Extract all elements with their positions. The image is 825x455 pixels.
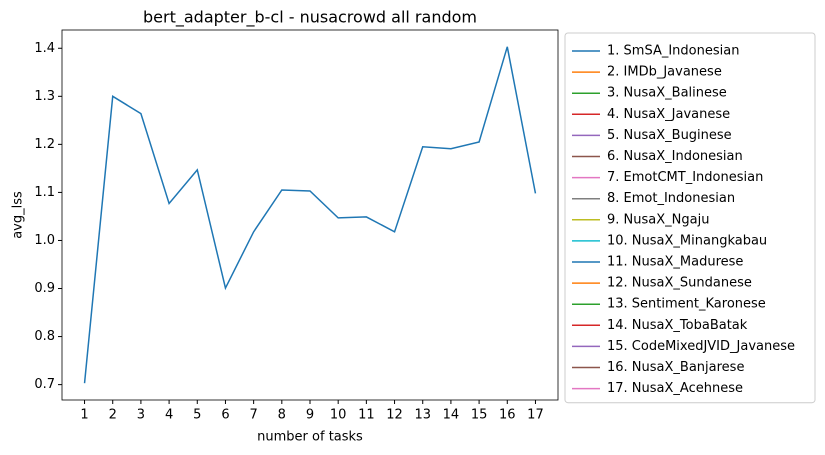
x-tick-label: 13 bbox=[414, 408, 431, 423]
y-tick-label: 1.4 bbox=[34, 41, 55, 56]
x-tick-label: 12 bbox=[386, 408, 403, 423]
legend-label: 10. NusaX_Minangkabau bbox=[607, 233, 767, 248]
legend-label: 17. NusaX_Acehnese bbox=[607, 381, 743, 396]
legend-box bbox=[564, 32, 816, 404]
x-tick-label: 4 bbox=[165, 408, 173, 423]
legend-label: 14. NusaX_TobaBatak bbox=[607, 318, 748, 333]
y-tick-label: 0.9 bbox=[34, 281, 55, 296]
x-tick-label: 6 bbox=[221, 408, 229, 423]
y-tick-label: 0.7 bbox=[34, 377, 55, 392]
y-tick-label: 1.1 bbox=[34, 185, 55, 200]
legend-label: 3. NusaX_Balinese bbox=[607, 86, 727, 101]
x-tick-label: 10 bbox=[330, 408, 347, 423]
legend-label: 2. IMDb_Javanese bbox=[607, 65, 722, 80]
x-axis-label: number of tasks bbox=[257, 430, 363, 445]
y-axis-label: avg_lss bbox=[11, 191, 26, 239]
legend-label: 5. NusaX_Buginese bbox=[607, 128, 732, 143]
x-tick-label: 11 bbox=[358, 408, 375, 423]
x-tick-label: 16 bbox=[499, 408, 516, 423]
y-tick-label: 1.3 bbox=[34, 89, 55, 104]
y-tick-label: 1.2 bbox=[34, 137, 55, 152]
legend-label: 11. NusaX_Madurese bbox=[607, 255, 743, 270]
legend-label: 6. NusaX_Indonesian bbox=[607, 149, 743, 164]
x-tick-label: 7 bbox=[249, 408, 257, 423]
legend-label: 16. NusaX_Banjarese bbox=[607, 360, 744, 375]
x-tick-label: 1 bbox=[80, 408, 88, 423]
legend-label: 9. NusaX_Ngaju bbox=[607, 212, 709, 227]
series-line bbox=[83, 46, 537, 384]
y-tick-label: 0.8 bbox=[34, 329, 55, 344]
x-tick-label: 8 bbox=[278, 408, 286, 423]
x-tick-label: 2 bbox=[109, 408, 117, 423]
legend-label: 13. Sentiment_Karonese bbox=[607, 297, 766, 312]
plot-frame bbox=[61, 29, 559, 401]
x-tick-label: 3 bbox=[137, 408, 145, 423]
legend-label: 7. EmotCMT_Indonesian bbox=[607, 170, 763, 185]
legend-label: 8. Emot_Indonesian bbox=[607, 191, 735, 206]
legend-label: 15. CodeMixedJVID_Javanese bbox=[607, 339, 795, 354]
x-tick-label: 15 bbox=[471, 408, 488, 423]
x-tick-label: 17 bbox=[527, 408, 544, 423]
x-tick-label: 5 bbox=[193, 408, 201, 423]
x-tick-label: 14 bbox=[443, 408, 460, 423]
legend-label: 1. SmSA_Indonesian bbox=[607, 44, 739, 59]
legend-label: 12. NusaX_Sundanese bbox=[607, 276, 752, 291]
chart-title: bert_adapter_b-cl - nusacrowd all random bbox=[143, 8, 477, 28]
x-tick-label: 9 bbox=[306, 408, 314, 423]
legend-label: 4. NusaX_Javanese bbox=[607, 107, 730, 122]
y-tick-label: 1.0 bbox=[34, 233, 55, 248]
